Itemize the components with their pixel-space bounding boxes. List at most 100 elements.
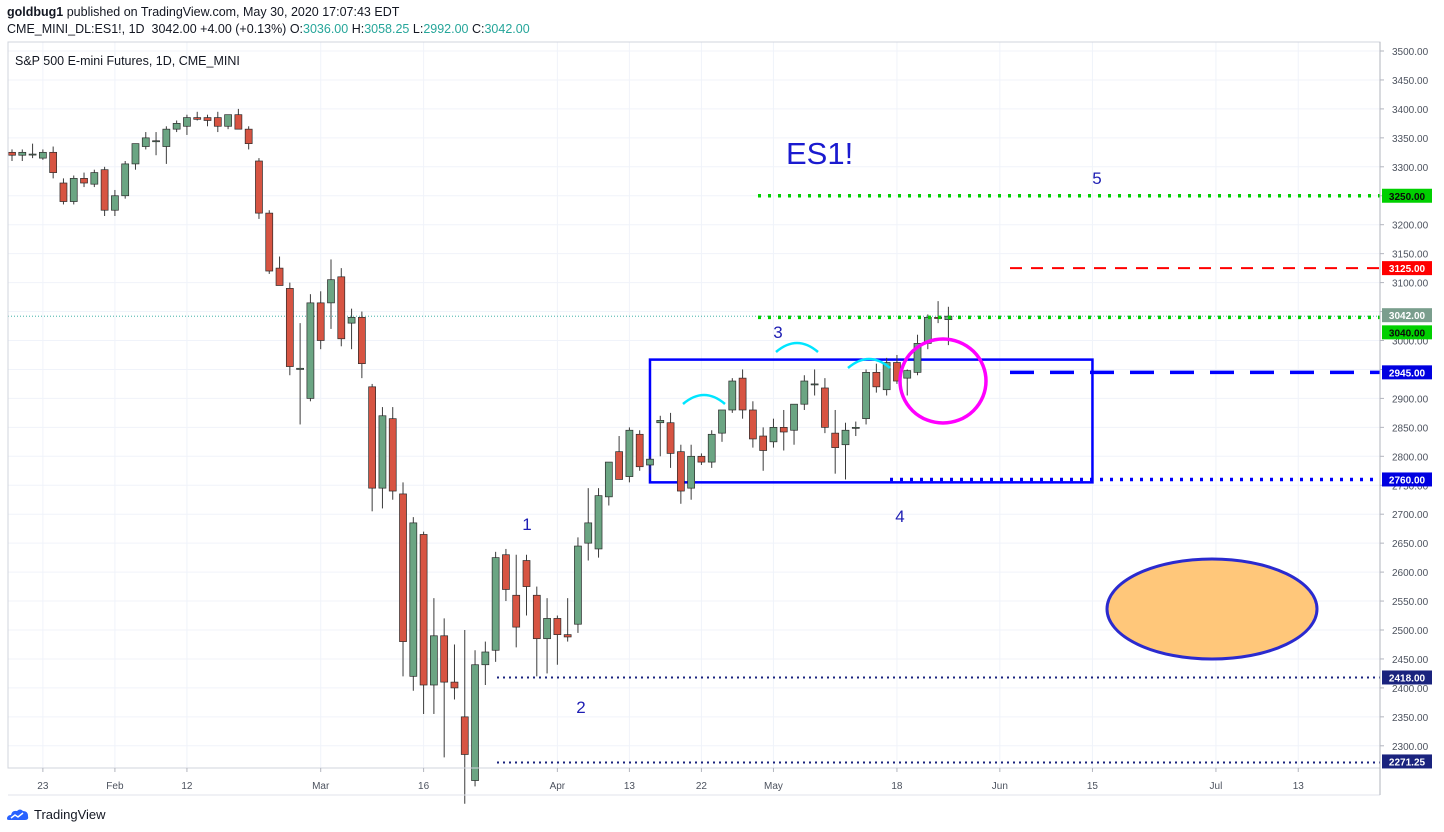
candle[interactable]	[543, 598, 551, 674]
candle[interactable]	[471, 650, 479, 787]
candle[interactable]	[347, 308, 356, 350]
candle[interactable]	[69, 175, 78, 205]
es1-annotation[interactable]: ES1!	[786, 136, 853, 171]
candle[interactable]	[121, 161, 130, 199]
candle[interactable]	[800, 375, 809, 410]
badge-last-price[interactable]: 3042.00	[1382, 308, 1432, 323]
candle[interactable]	[872, 363, 881, 393]
candle[interactable]	[769, 418, 778, 448]
candle[interactable]	[779, 409, 788, 451]
candle[interactable]	[419, 531, 428, 714]
candle[interactable]	[100, 166, 109, 217]
candle[interactable]	[851, 421, 860, 437]
candle[interactable]	[8, 149, 16, 162]
badge-2945[interactable]: 2945.00	[1382, 365, 1432, 380]
author-name[interactable]: goldbug1	[7, 5, 64, 19]
candle[interactable]	[594, 488, 603, 558]
candle[interactable]	[913, 334, 922, 376]
candle[interactable]	[862, 369, 870, 425]
candle[interactable]	[553, 615, 562, 665]
candle[interactable]	[522, 554, 531, 616]
candle[interactable]	[903, 369, 912, 396]
badge-2271[interactable]: 2271.25	[1382, 754, 1432, 769]
candlestick-series[interactable]	[8, 108, 953, 804]
candle[interactable]	[841, 422, 850, 480]
candle[interactable]	[687, 444, 695, 500]
candle[interactable]	[604, 461, 613, 506]
candle[interactable]	[584, 488, 593, 561]
badge-3250[interactable]: 3250.00	[1382, 188, 1432, 203]
candle[interactable]	[18, 149, 27, 162]
candle[interactable]	[676, 444, 685, 504]
head-arc[interactable]	[682, 393, 726, 405]
candle[interactable]	[152, 132, 160, 156]
candle[interactable]	[234, 108, 243, 130]
candle[interactable]	[327, 259, 335, 329]
candle[interactable]	[574, 537, 582, 633]
candle[interactable]	[440, 618, 449, 758]
target-zone-ellipse[interactable]	[1105, 557, 1319, 661]
candle[interactable]	[563, 598, 572, 642]
candle[interactable]	[388, 407, 397, 500]
candle[interactable]	[285, 282, 294, 376]
candle[interactable]	[615, 436, 623, 480]
candle[interactable]	[131, 143, 140, 170]
candle[interactable]	[141, 132, 150, 150]
candle[interactable]	[255, 158, 263, 219]
wave-label-5[interactable]: 5	[1092, 169, 1101, 188]
candle[interactable]	[821, 378, 829, 434]
wave-label-3[interactable]: 3	[773, 323, 782, 342]
candle[interactable]	[759, 427, 768, 471]
candle[interactable]	[666, 412, 675, 468]
badge-2418[interactable]: 2418.00	[1382, 670, 1432, 685]
candle[interactable]	[450, 644, 459, 700]
candle[interactable]	[90, 169, 99, 188]
head-arc[interactable]	[847, 357, 891, 369]
candle[interactable]	[718, 409, 726, 442]
candle[interactable]	[306, 294, 315, 402]
candle[interactable]	[707, 430, 716, 468]
wave-label-2[interactable]: 2	[576, 698, 585, 717]
candle[interactable]	[224, 114, 232, 130]
drawing-tools[interactable]: 1 2 3 4 5	[497, 169, 1380, 764]
candle[interactable]	[409, 517, 418, 691]
candle[interactable]	[111, 189, 119, 217]
breakout-circle[interactable]	[898, 337, 988, 425]
candle[interactable]	[193, 111, 202, 121]
candle[interactable]	[430, 598, 438, 714]
candle[interactable]	[172, 120, 181, 133]
candle[interactable]	[512, 554, 521, 648]
badge-2760[interactable]: 2760.00	[1382, 472, 1432, 487]
candle[interactable]	[59, 178, 68, 205]
candle[interactable]	[738, 369, 747, 419]
candle[interactable]	[625, 427, 634, 483]
candle[interactable]	[183, 114, 191, 135]
candle[interactable]	[481, 641, 490, 686]
candle[interactable]	[39, 149, 47, 160]
candle[interactable]	[460, 630, 469, 804]
candle[interactable]	[28, 143, 37, 159]
consolidation-box[interactable]	[648, 358, 1094, 484]
candle[interactable]	[934, 301, 942, 324]
candle[interactable]	[656, 415, 665, 457]
wave-label-1[interactable]: 1	[522, 515, 531, 534]
candle[interactable]	[790, 403, 798, 445]
candle[interactable]	[749, 401, 757, 448]
head-arc[interactable]	[775, 341, 819, 353]
candle[interactable]	[697, 453, 706, 465]
candle[interactable]	[368, 383, 376, 512]
candle[interactable]	[203, 114, 212, 127]
candle[interactable]	[49, 146, 58, 179]
candle[interactable]	[646, 456, 654, 474]
candle[interactable]	[265, 210, 274, 274]
candle[interactable]	[275, 256, 284, 286]
candle[interactable]	[728, 378, 737, 413]
candle[interactable]	[244, 126, 253, 150]
candle[interactable]	[378, 407, 387, 509]
candle[interactable]	[491, 551, 500, 662]
badge-3125[interactable]: 3125.00	[1382, 261, 1432, 276]
candle[interactable]	[532, 586, 541, 677]
wave-label-4[interactable]: 4	[895, 507, 904, 526]
candle[interactable]	[337, 268, 346, 347]
